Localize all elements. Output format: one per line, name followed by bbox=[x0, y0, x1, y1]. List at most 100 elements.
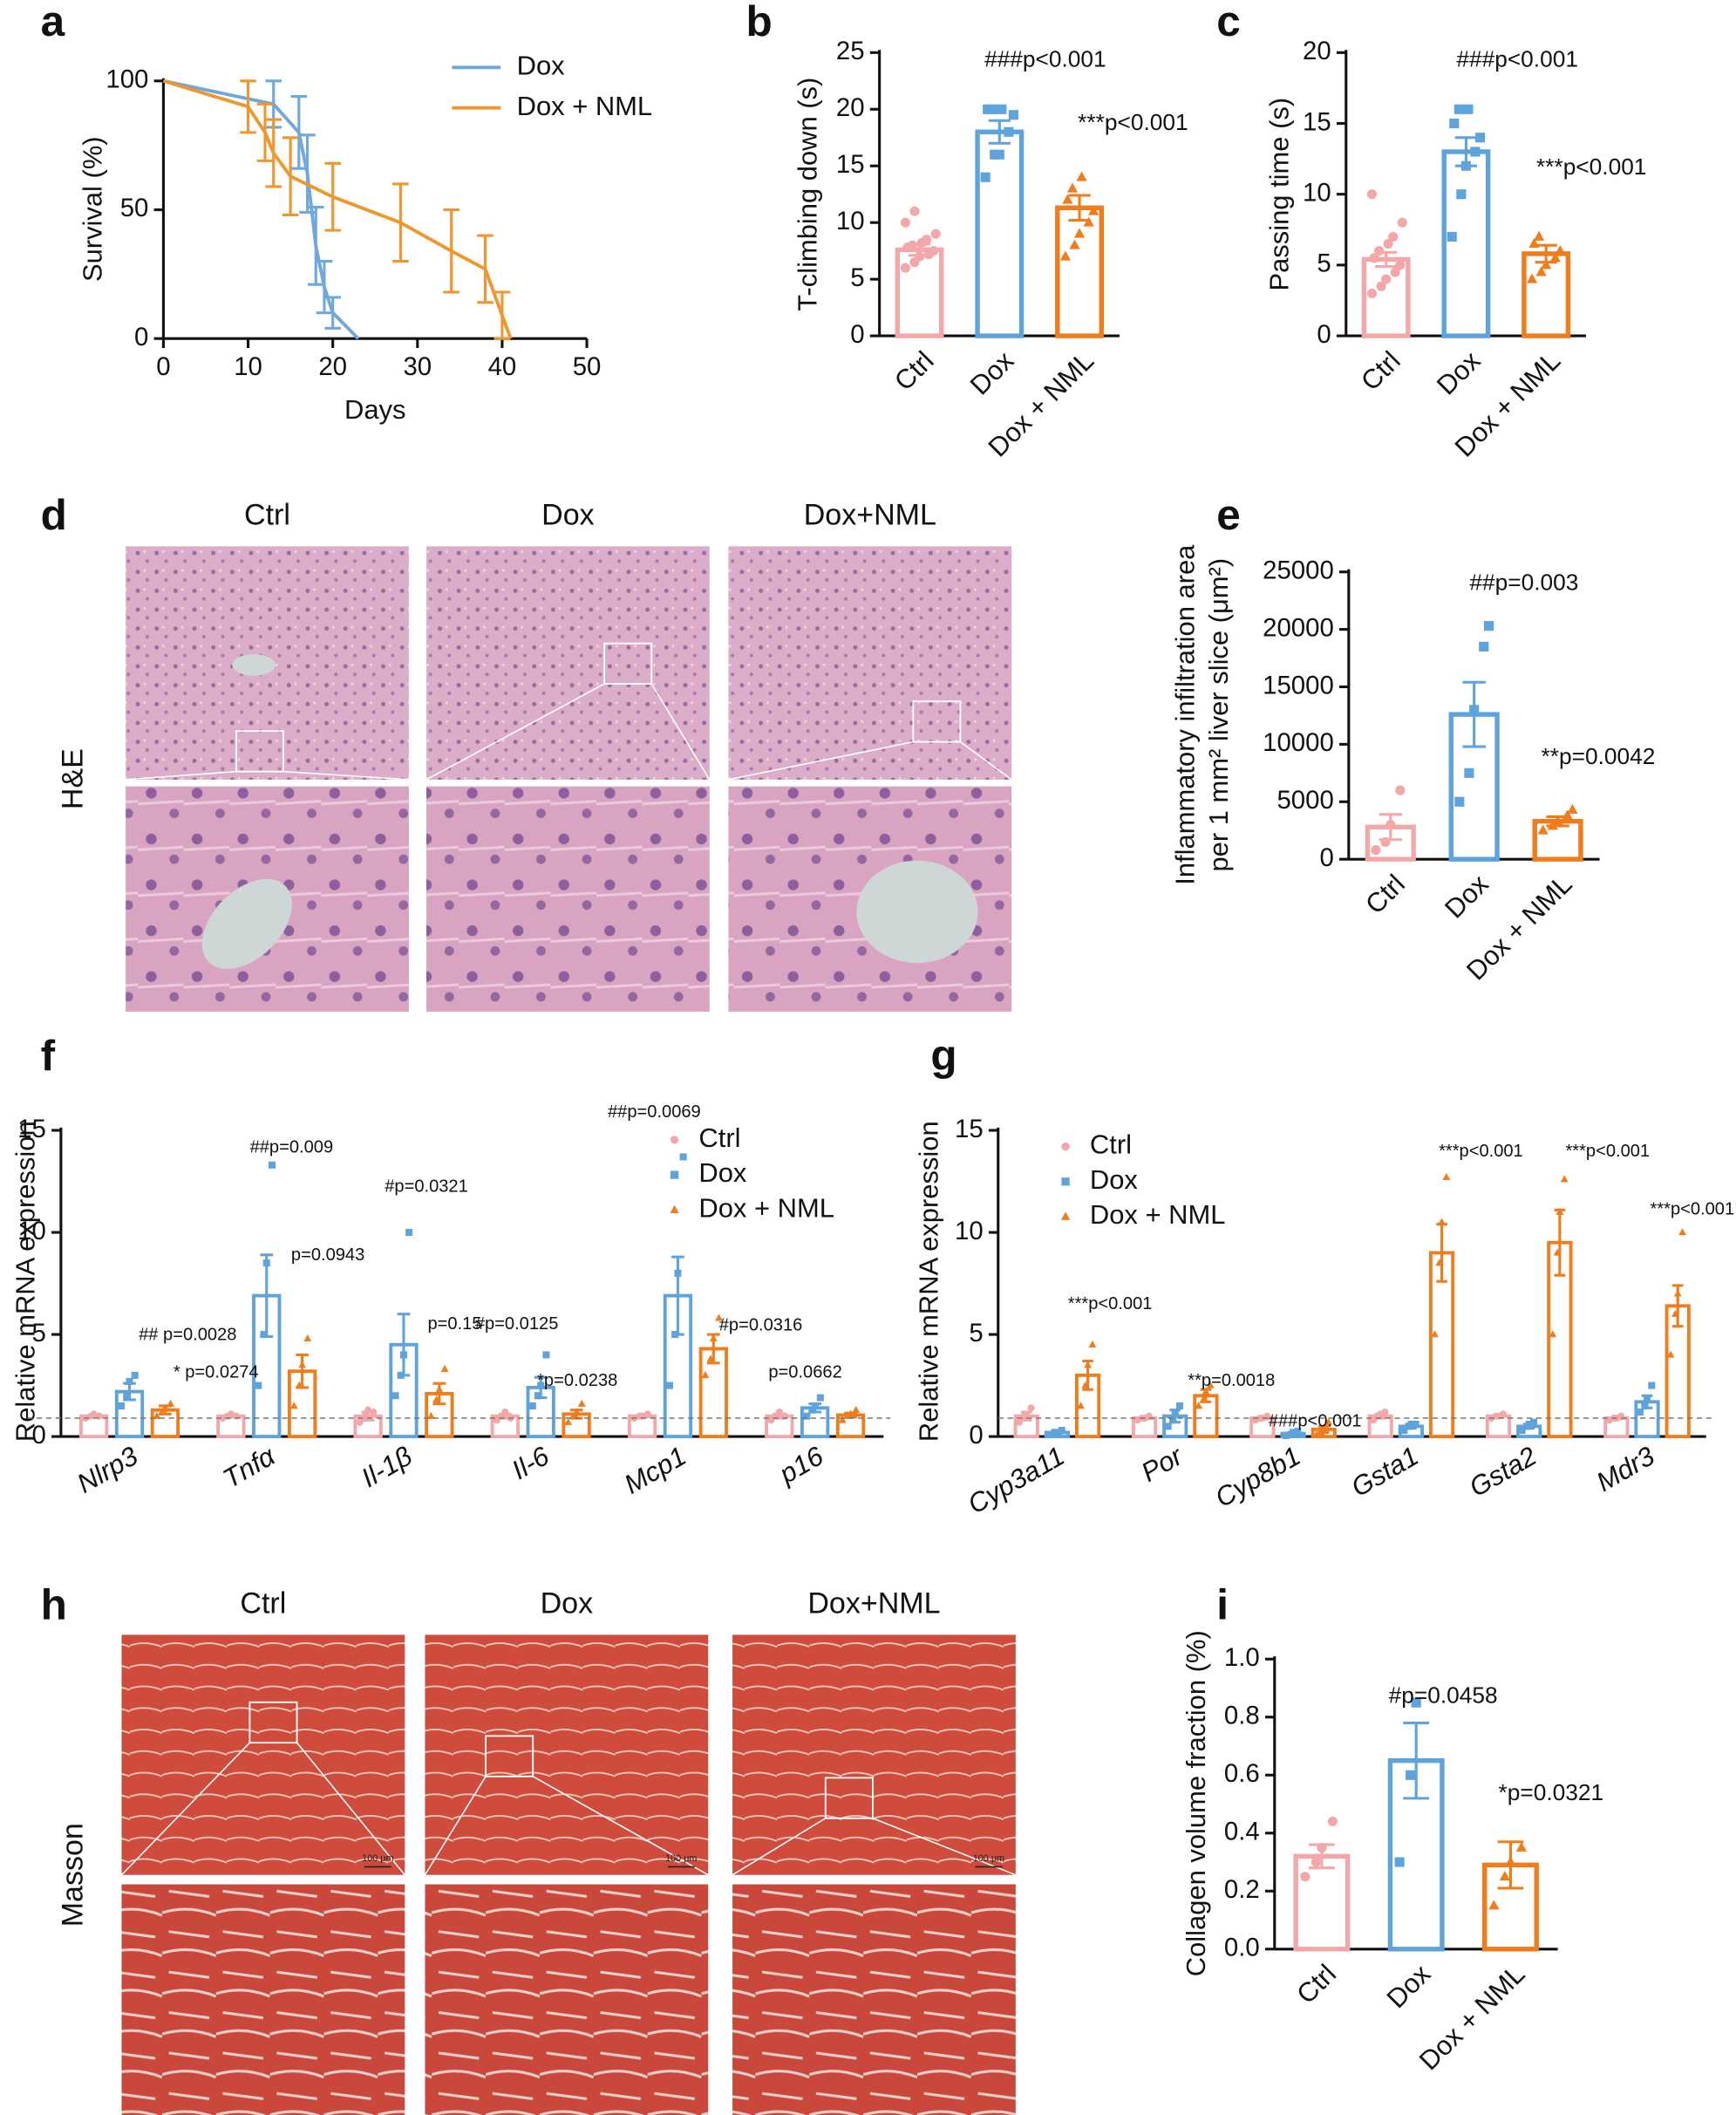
micrograph-low bbox=[426, 546, 710, 780]
data-point bbox=[1385, 820, 1396, 830]
data-point bbox=[432, 1395, 441, 1403]
x-tick-label: Dox bbox=[964, 345, 1020, 400]
data-point bbox=[900, 217, 910, 228]
y-tick-label: 1.0 bbox=[1224, 1643, 1260, 1672]
y-tick-label: 15 bbox=[17, 1115, 46, 1143]
x-tick-label: 0 bbox=[156, 352, 170, 381]
panel-letter: c bbox=[1216, 0, 1241, 45]
data-point bbox=[1529, 1418, 1538, 1426]
data-point bbox=[1383, 238, 1393, 249]
x-tick-label: Dox bbox=[1431, 345, 1487, 400]
data-point bbox=[1474, 133, 1486, 143]
vessel bbox=[201, 878, 292, 969]
data-point bbox=[1552, 815, 1563, 826]
data-point bbox=[1388, 231, 1399, 242]
panel-letter: h bbox=[41, 1581, 67, 1629]
data-point bbox=[131, 1371, 139, 1379]
y-tick-label: 0 bbox=[32, 1421, 46, 1450]
y-tick-label: 15 bbox=[836, 150, 865, 179]
data-point bbox=[701, 1371, 710, 1379]
data-point bbox=[1411, 1697, 1421, 1708]
data-point bbox=[1553, 1248, 1562, 1256]
survival-line bbox=[163, 78, 360, 340]
data-point bbox=[361, 1412, 369, 1420]
data-point bbox=[227, 1410, 235, 1418]
inset-line bbox=[732, 1818, 827, 1876]
p-value-annotation: p=0.15 bbox=[427, 1314, 481, 1334]
y-tick-label: 20 bbox=[1303, 37, 1331, 65]
data-point bbox=[1549, 1330, 1557, 1338]
data-point bbox=[811, 1402, 819, 1409]
y-tick-label: 5000 bbox=[1276, 786, 1333, 815]
data-point bbox=[1317, 1428, 1325, 1436]
scale-bar-label: 100 μm bbox=[362, 1853, 393, 1864]
x-tick-label: Cyp8b1 bbox=[1210, 1441, 1306, 1514]
data-point bbox=[679, 1153, 687, 1161]
x-tick-label: p16 bbox=[773, 1440, 829, 1490]
p-value-annotation: ##p=0.0069 bbox=[608, 1102, 701, 1122]
p-value-annotation: ##p=0.009 bbox=[250, 1137, 334, 1156]
data-point bbox=[808, 1406, 816, 1414]
data-point bbox=[268, 1161, 276, 1169]
bar bbox=[975, 129, 1025, 338]
data-point bbox=[1395, 260, 1406, 270]
bar bbox=[1293, 1853, 1351, 1952]
data-point bbox=[370, 1408, 378, 1416]
data-point bbox=[1673, 1289, 1682, 1297]
data-point bbox=[1206, 1381, 1215, 1388]
data-point bbox=[665, 1382, 674, 1389]
error-bar bbox=[256, 102, 274, 162]
x-tick-label: Nlrp3 bbox=[71, 1441, 143, 1499]
micrograph-low bbox=[732, 1634, 1016, 1875]
y-tick-label: 0 bbox=[969, 1421, 983, 1450]
data-point bbox=[255, 1382, 262, 1389]
data-point bbox=[709, 1334, 718, 1341]
error-bar bbox=[282, 136, 299, 216]
data-point bbox=[126, 1377, 133, 1385]
data-point bbox=[1202, 1387, 1210, 1395]
error-bar bbox=[494, 290, 511, 340]
y-tick-label: 0.2 bbox=[1224, 1875, 1260, 1904]
data-point bbox=[1373, 246, 1385, 256]
data-point bbox=[922, 235, 932, 245]
legend-label: Dox + NML bbox=[517, 91, 653, 121]
data-point bbox=[767, 1416, 775, 1424]
data-point bbox=[1648, 1382, 1656, 1389]
data-point bbox=[929, 246, 939, 256]
data-point bbox=[160, 1403, 169, 1411]
x-tick-label: 10 bbox=[234, 352, 262, 381]
y-tick-label: 0.4 bbox=[1224, 1818, 1260, 1846]
micrograph-high bbox=[425, 1884, 709, 2115]
data-point bbox=[1470, 147, 1481, 157]
p-value-annotation: ***p<0.001 bbox=[1078, 109, 1188, 135]
data-point bbox=[1381, 274, 1392, 284]
data-point bbox=[1294, 1428, 1302, 1436]
p-value-annotation: **p=0.0018 bbox=[1188, 1371, 1275, 1390]
data-point bbox=[435, 1385, 444, 1393]
p-value-annotation: ***p<0.001 bbox=[1439, 1142, 1523, 1161]
x-tick-label: Ctrl bbox=[1355, 345, 1406, 397]
micrograph-high bbox=[426, 786, 710, 1012]
y-tick-label: 10 bbox=[955, 1217, 984, 1245]
data-point bbox=[1555, 244, 1566, 256]
data-point bbox=[298, 1361, 307, 1368]
y-axis-label: Collagen volume fraction (%) bbox=[1181, 1630, 1211, 1976]
legend-marker bbox=[1061, 1142, 1070, 1151]
data-point bbox=[1023, 1410, 1031, 1418]
inset-line bbox=[532, 1776, 709, 1876]
data-point bbox=[1164, 1423, 1172, 1430]
data-point bbox=[1435, 1259, 1444, 1266]
data-point bbox=[671, 1331, 679, 1339]
column-label: Dox+NML bbox=[804, 498, 936, 531]
error-bar bbox=[1403, 1721, 1430, 1800]
p-value-annotation: #p=0.0316 bbox=[719, 1316, 803, 1335]
p-value-annotation: ***p<0.001 bbox=[1536, 154, 1646, 180]
x-tick-label: Tnfα bbox=[218, 1440, 282, 1494]
data-point bbox=[1083, 216, 1094, 227]
x-tick-label: Ctrl bbox=[888, 345, 940, 397]
inset-line bbox=[728, 740, 914, 781]
inset-line bbox=[126, 770, 236, 781]
inset-line bbox=[424, 1776, 487, 1876]
data-point bbox=[1199, 1395, 1208, 1403]
